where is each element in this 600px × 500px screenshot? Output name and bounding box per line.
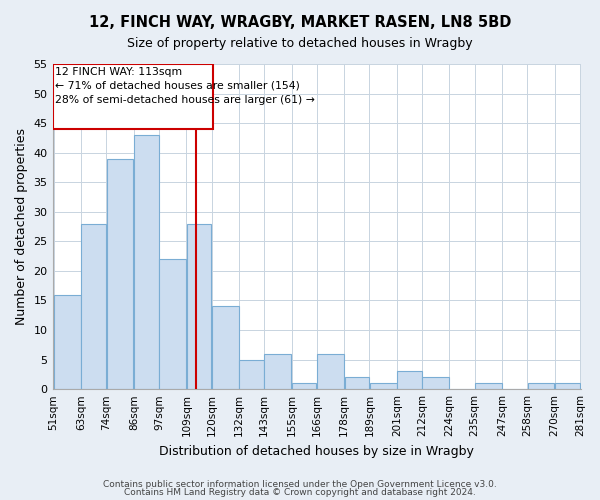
- Text: 12, FINCH WAY, WRAGBY, MARKET RASEN, LN8 5BD: 12, FINCH WAY, WRAGBY, MARKET RASEN, LN8…: [89, 15, 511, 30]
- Text: Contains HM Land Registry data © Crown copyright and database right 2024.: Contains HM Land Registry data © Crown c…: [124, 488, 476, 497]
- Bar: [475, 384, 502, 389]
- Bar: [397, 372, 422, 389]
- Bar: [422, 378, 449, 389]
- Bar: [159, 259, 186, 389]
- Bar: [370, 384, 397, 389]
- Bar: [54, 294, 81, 389]
- Bar: [134, 135, 158, 389]
- Bar: [265, 354, 291, 389]
- Bar: [527, 384, 554, 389]
- Bar: [292, 384, 316, 389]
- Bar: [344, 378, 369, 389]
- Bar: [187, 224, 211, 389]
- Bar: [317, 354, 344, 389]
- Text: 12 FINCH WAY: 113sqm
← 71% of detached houses are smaller (154)
28% of semi-deta: 12 FINCH WAY: 113sqm ← 71% of detached h…: [55, 67, 315, 105]
- Bar: [555, 384, 580, 389]
- Bar: [107, 158, 133, 389]
- Text: Contains public sector information licensed under the Open Government Licence v3: Contains public sector information licen…: [103, 480, 497, 489]
- Bar: [82, 224, 106, 389]
- Bar: [239, 360, 264, 389]
- Text: Size of property relative to detached houses in Wragby: Size of property relative to detached ho…: [127, 38, 473, 51]
- Bar: [212, 306, 239, 389]
- Y-axis label: Number of detached properties: Number of detached properties: [15, 128, 28, 325]
- FancyBboxPatch shape: [53, 64, 212, 129]
- X-axis label: Distribution of detached houses by size in Wragby: Distribution of detached houses by size …: [160, 444, 474, 458]
